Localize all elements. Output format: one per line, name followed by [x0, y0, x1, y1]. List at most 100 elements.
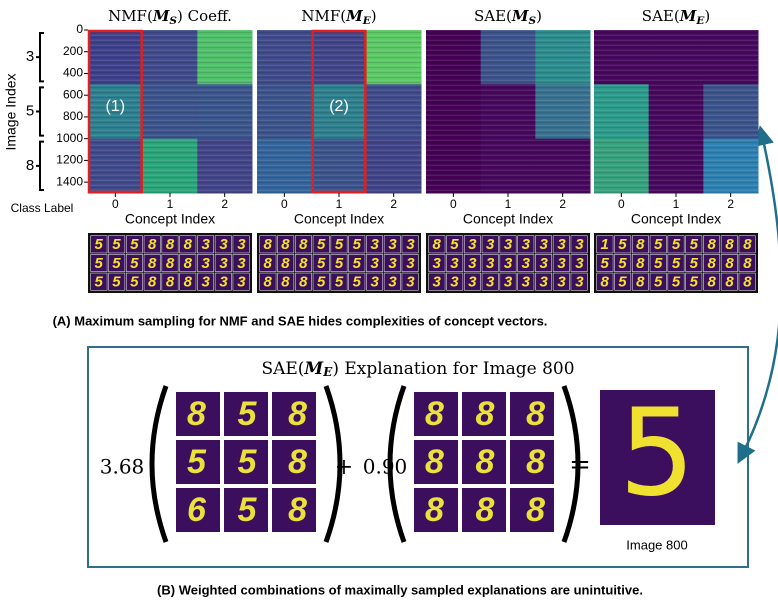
heatmap-texture: [257, 84, 312, 139]
digit-cell: [312, 235, 330, 254]
title-part: NMF(: [301, 7, 346, 25]
digit-cell: [685, 254, 703, 272]
digit-cell: [383, 254, 401, 272]
digit-cell: [179, 235, 197, 254]
caption-a: (A) Maximum sampling for NMF and SAE hid…: [53, 313, 548, 328]
digit-cell: [232, 235, 250, 254]
digit-cell: [535, 272, 553, 291]
digit-cell: [738, 272, 756, 291]
y-tick-label: 200: [63, 44, 83, 58]
digit-row: 555888333: [94, 274, 246, 291]
digit-cell: [108, 235, 126, 254]
digit-row: 555888333: [94, 255, 246, 272]
digit-cell: [462, 488, 506, 532]
title-part: SAE(: [642, 7, 680, 25]
heatmap-texture: [257, 138, 312, 193]
digit-cell: [552, 272, 570, 291]
digit-cell: [649, 254, 667, 272]
digit-cell: [348, 272, 366, 291]
digit-cell: [161, 254, 179, 272]
digit-row: 558555888: [600, 255, 752, 272]
heatmap-texture: [703, 138, 758, 193]
digit-cell: [720, 235, 738, 254]
digit-cell: [277, 254, 295, 272]
digit-cell: [179, 254, 197, 272]
digit-cell: [383, 272, 401, 291]
digit-cell: [224, 392, 268, 436]
digit-cell: [176, 440, 220, 484]
y-tick-label: 400: [63, 66, 83, 80]
digit-row: 888555333: [263, 236, 415, 253]
heatmap-texture: [311, 138, 367, 193]
digit-cell: [125, 272, 143, 291]
digit-row: 333333333: [432, 255, 584, 272]
digit-row: 333333333: [432, 274, 584, 291]
digit-cell: [499, 272, 517, 291]
digit-row: 888555333: [263, 255, 415, 272]
image-label: Image 800: [626, 537, 687, 552]
digit-cell: [125, 235, 143, 254]
heatmap-texture: [88, 84, 143, 139]
digit-cell: [631, 272, 649, 291]
digit-cell: [631, 254, 649, 272]
digit-cell: [499, 235, 517, 254]
digit-cell: [214, 272, 232, 291]
heatmap-texture: [142, 84, 198, 139]
x-axis-label: Concept Index: [294, 211, 384, 227]
x-axis-label: Concept Index: [463, 211, 553, 227]
panel-title: NMF(MS) Coeff.: [108, 7, 232, 27]
x-tick-label: 0: [450, 197, 457, 211]
heatmap-texture: [703, 30, 758, 85]
heatmap-texture: [426, 138, 481, 193]
class-bracket: [36, 32, 44, 83]
title-part: ): [704, 7, 710, 25]
digit-cell: [570, 254, 588, 272]
paren-right: [561, 385, 581, 543]
digit-cell: [108, 254, 126, 272]
digit-cell: [312, 272, 330, 291]
digit-row: 158555888: [600, 236, 752, 253]
digit-cell: [348, 254, 366, 272]
heatmap-texture: [142, 138, 198, 193]
paren-right: [323, 385, 343, 543]
x-axis-label: Concept Index: [631, 211, 721, 227]
digit-cell: [214, 254, 232, 272]
x-tick-label: 0: [281, 197, 288, 211]
digit-cell: [570, 235, 588, 254]
digit-cell: [330, 254, 348, 272]
digit-cell: [517, 235, 535, 254]
digit-cell: [259, 272, 277, 291]
heatmap-texture: [88, 30, 143, 85]
heatmap-texture: [594, 84, 649, 139]
digit-cell: [224, 488, 268, 532]
digit-cell: [366, 254, 384, 272]
digit-cell: [90, 235, 108, 254]
digit-cell: [517, 254, 535, 272]
weight-2: 0.90: [363, 455, 408, 479]
digit-cell: [428, 235, 446, 254]
x-tick-label: 2: [727, 197, 734, 211]
digit-row: 858: [187, 395, 307, 433]
title-part: S: [529, 15, 537, 27]
digit-cell: [272, 392, 316, 436]
x-tick-label: 2: [390, 197, 397, 211]
digit-row: 853333333: [432, 236, 584, 253]
digit-cell: [259, 235, 277, 254]
digit-cell: [197, 254, 215, 272]
class-label: 5: [26, 102, 34, 119]
heatmap-texture: [594, 138, 649, 193]
digit-cell: [214, 235, 232, 254]
title-part: M: [679, 7, 697, 25]
highlight-box: [87, 29, 143, 194]
digit-cell: [517, 272, 535, 291]
digit-cell: [197, 235, 215, 254]
heatmap-texture: [426, 84, 481, 139]
digit-cell: [510, 440, 554, 484]
heatmap-texture: [366, 30, 421, 85]
digit-cell: [685, 235, 703, 254]
digit-cell: [596, 254, 614, 272]
image-digit: 5: [619, 385, 695, 524]
digit-row: 888: [425, 443, 545, 481]
digit-row: 888: [425, 491, 545, 529]
heatmap-texture: [311, 30, 367, 85]
